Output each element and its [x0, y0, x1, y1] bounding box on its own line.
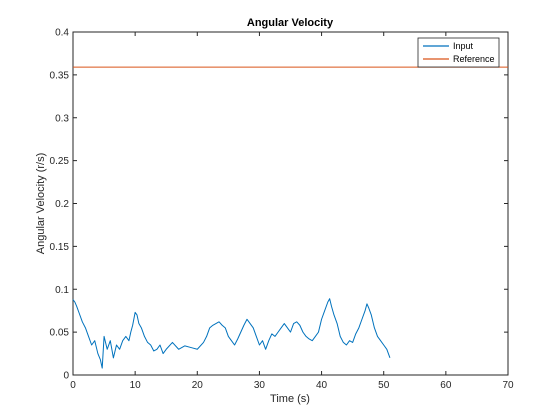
- legend-label-input: Input: [453, 41, 474, 51]
- x-tick-label: 30: [254, 380, 266, 391]
- y-tick-label: 0: [63, 371, 69, 382]
- y-tick-label: 0.35: [50, 70, 70, 81]
- y-tick-label: 0.25: [50, 156, 70, 167]
- y-tick-label: 0.1: [55, 285, 69, 296]
- legend-label-reference: Reference: [453, 54, 495, 64]
- y-tick-label: 0.3: [55, 113, 69, 124]
- x-tick-label: 60: [440, 380, 452, 391]
- x-tick-label: 40: [316, 380, 328, 391]
- legend: Input Reference: [417, 37, 500, 68]
- x-tick-label: 20: [192, 380, 204, 391]
- x-tick-label: 50: [378, 380, 390, 391]
- ticks: 0 10 20 30 40 50 60 70 0 0.05 0.1 0.15 0.2 0.25 0.3 0.3…: [50, 28, 514, 392]
- y-tick-label: 0.2: [55, 199, 69, 210]
- chart-title: Angular Velocity: [247, 17, 334, 29]
- x-tick-label: 10: [130, 380, 142, 391]
- y-tick-label: 0.4: [55, 28, 69, 39]
- x-tick-label: 70: [502, 380, 514, 391]
- x-axis-label: Time (s): [270, 393, 310, 405]
- y-tick-label: 0.15: [50, 242, 70, 253]
- x-tick-label: 0: [70, 380, 76, 391]
- series-line-input: [72, 298, 391, 369]
- plot-frame: [72, 31, 509, 376]
- legend-box: [417, 37, 500, 68]
- y-axis-label: Angular Velocity (r/s): [35, 153, 47, 254]
- y-tick-label: 0.05: [50, 328, 70, 339]
